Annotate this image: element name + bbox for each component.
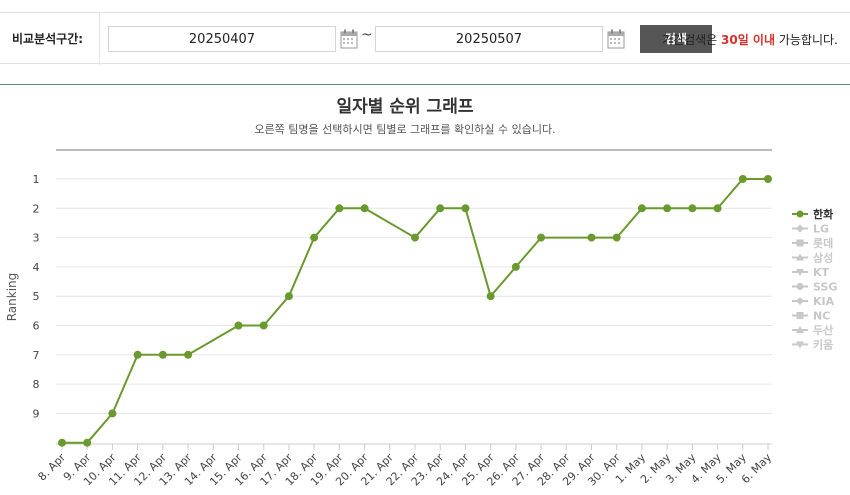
legend-marker-icon[interactable] [796, 326, 804, 333]
range-note-highlight: 30일 이내 [721, 33, 776, 47]
y-tick-label: 4 [33, 261, 40, 274]
legend-marker-icon[interactable] [796, 312, 804, 319]
legend-marker-icon[interactable] [796, 224, 804, 233]
data-point [411, 233, 419, 242]
series-line-hanwha [62, 178, 768, 444]
legend-item-label[interactable]: 삼성 [813, 251, 833, 265]
legend-item-label[interactable]: 두산 [813, 323, 833, 337]
end-date-input[interactable] [375, 26, 603, 52]
legend-item-label[interactable]: SSG [813, 281, 837, 294]
range-note-prefix: 기간검색은 [662, 33, 722, 47]
legend-marker-icon[interactable] [796, 253, 804, 261]
data-point [108, 409, 117, 418]
range-note: 기간검색은 30일 이내 가능합니다. [662, 31, 838, 48]
legend-item-label[interactable]: 한화 [813, 207, 833, 221]
y-tick-label: 5 [33, 290, 40, 303]
y-tick-label: 2 [33, 202, 40, 215]
legend-marker-icon[interactable] [796, 239, 804, 247]
data-point [511, 262, 520, 271]
data-point [461, 204, 470, 213]
legend-item-label[interactable]: 롯데 [813, 236, 833, 250]
legend-item-label[interactable]: KIA [813, 295, 835, 308]
data-point [486, 292, 495, 301]
data-point [58, 438, 66, 447]
data-point [133, 350, 142, 359]
legend-marker-icon[interactable] [796, 283, 804, 290]
data-point [688, 204, 697, 213]
y-tick-label: 7 [33, 349, 40, 362]
legend-item-label[interactable]: NC [813, 310, 830, 323]
search-button[interactable]: 검색 [640, 25, 712, 53]
data-point [713, 204, 722, 213]
data-point [537, 233, 546, 242]
start-date-input[interactable] [108, 26, 336, 52]
date-separator: ~ [361, 27, 373, 43]
y-tick-label: 6 [33, 320, 40, 333]
legend-marker-icon[interactable] [796, 341, 804, 349]
data-point [234, 321, 243, 330]
calendar-icon[interactable] [607, 29, 625, 49]
filter-bar: 비교분석구간: ~ 검색 기간검색은 30일 이내 가능합니다. [0, 12, 850, 65]
legend-item-label[interactable]: 키움 [813, 338, 833, 352]
legend-item-label[interactable]: KT [813, 266, 830, 279]
data-point [284, 292, 293, 301]
filter-label: 비교분석구간: [0, 13, 100, 65]
range-note-suffix: 가능합니다. [775, 33, 838, 47]
data-point [310, 233, 319, 242]
data-point [259, 321, 268, 330]
x-tick-label: 8. Apr [36, 451, 69, 484]
legend-item-label[interactable]: LG [813, 223, 829, 236]
data-point [436, 204, 445, 213]
data-point [184, 350, 193, 359]
data-point [663, 204, 672, 213]
y-tick-label: 3 [33, 232, 40, 245]
y-tick-label: 1 [33, 173, 40, 186]
data-point [587, 233, 596, 242]
legend-marker-icon[interactable] [796, 210, 804, 218]
y-axis-title: Ranking [5, 273, 19, 322]
legend-marker-icon[interactable] [796, 297, 804, 305]
data-point [335, 204, 344, 213]
chart-title: 일자별 순위 그래프 [336, 97, 474, 117]
data-point [360, 204, 369, 213]
y-tick-label: 9 [33, 407, 40, 420]
y-tick-label: 8 [33, 378, 40, 391]
data-point [637, 204, 646, 213]
section-divider [0, 84, 850, 85]
chart-subtitle: 오른쪽 팀명을 선택하시면 팀별로 그래프를 확인하실 수 있습니다. [254, 123, 556, 136]
data-point [158, 350, 167, 359]
data-point [83, 438, 92, 447]
calendar-icon[interactable] [340, 29, 358, 49]
data-point [764, 175, 772, 183]
legend-marker-icon[interactable] [796, 269, 804, 276]
data-point [612, 233, 621, 242]
data-point [738, 175, 747, 183]
